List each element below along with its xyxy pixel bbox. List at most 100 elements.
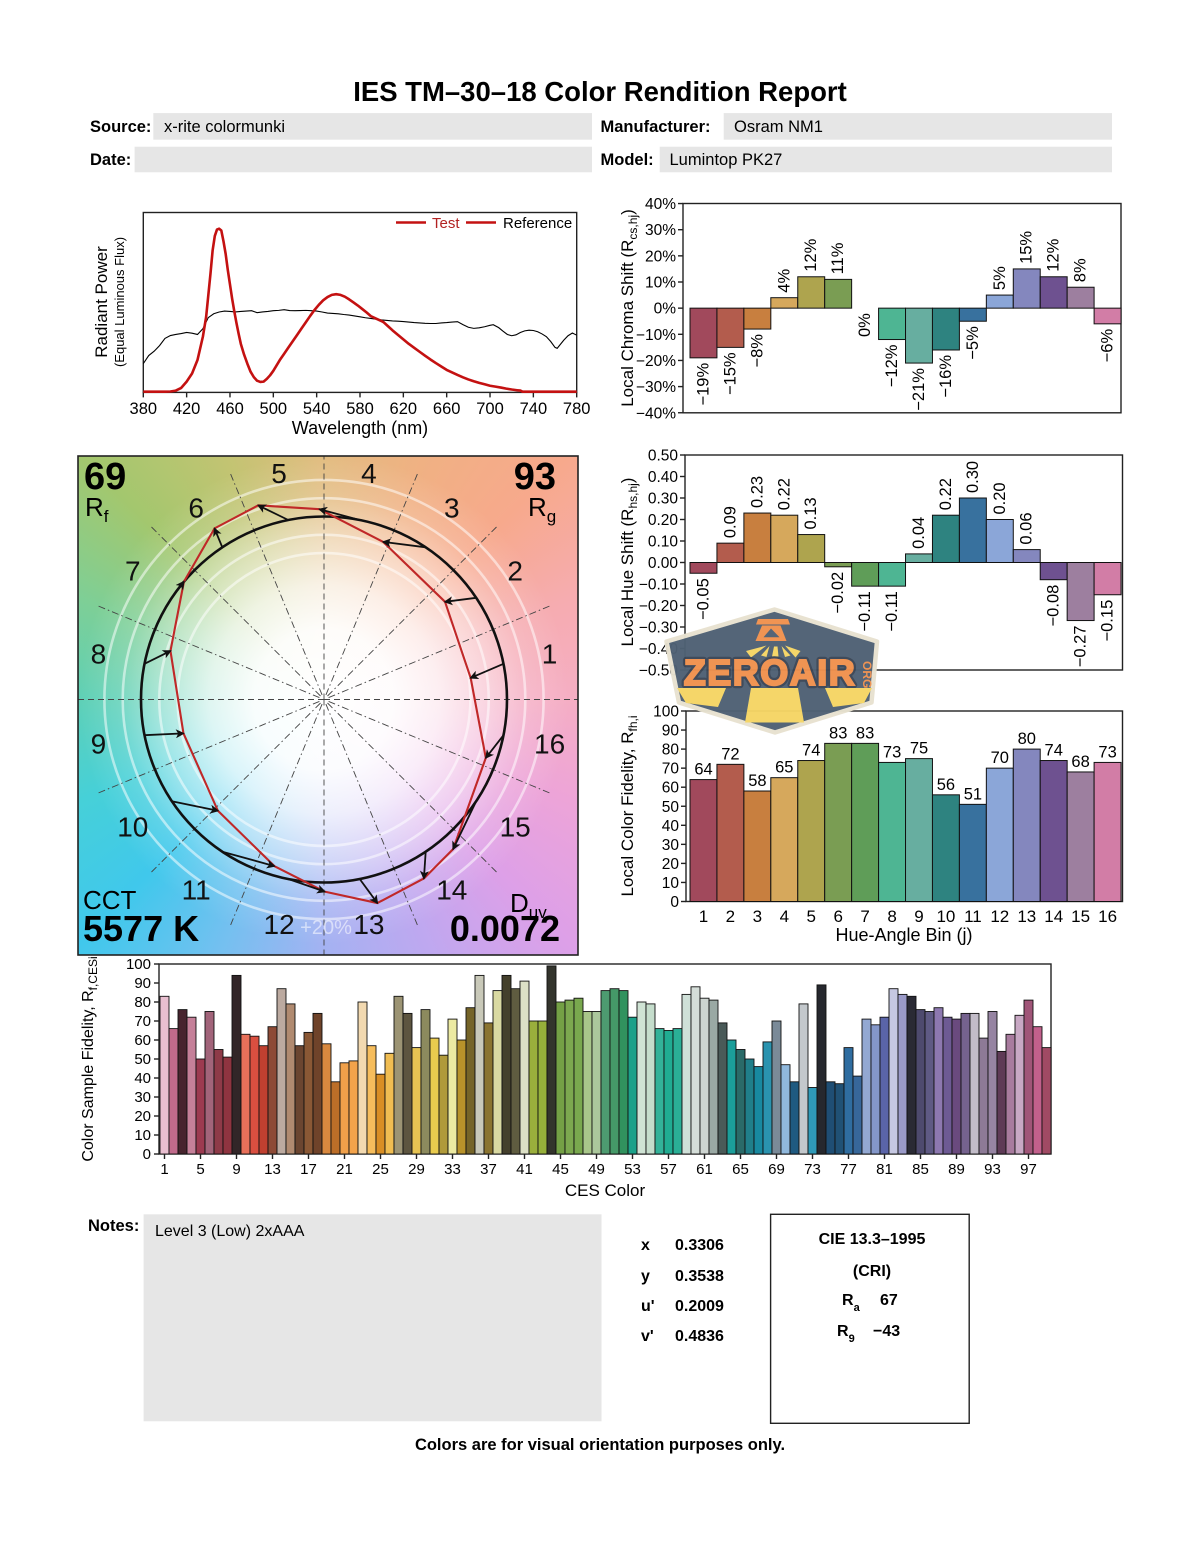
svg-text:Color Sample Fidelity, Rf,CESi: Color Sample Fidelity, Rf,CESi [80, 956, 100, 1161]
svg-text:90: 90 [134, 975, 151, 992]
svg-text:73: 73 [1098, 743, 1116, 761]
svg-text:IES TM–30–18 Color Rendition R: IES TM–30–18 Color Rendition Report [353, 76, 847, 107]
svg-text:64: 64 [694, 761, 712, 779]
svg-text:Lumintop PK27: Lumintop PK27 [670, 151, 783, 169]
svg-text:70: 70 [991, 749, 1009, 767]
svg-text:12: 12 [990, 907, 1009, 926]
svg-text:0.22: 0.22 [937, 478, 955, 510]
svg-text:40: 40 [662, 818, 680, 835]
svg-text:1: 1 [160, 1161, 168, 1178]
svg-text:3: 3 [753, 907, 762, 926]
svg-text:4%: 4% [775, 269, 793, 293]
svg-text:0: 0 [143, 1146, 151, 1163]
svg-text:−0.20: −0.20 [639, 598, 679, 615]
svg-text:11: 11 [182, 875, 211, 906]
svg-text:20: 20 [662, 856, 680, 873]
svg-text:Date:: Date: [90, 151, 131, 169]
svg-text:20: 20 [134, 1108, 151, 1125]
svg-text:0%: 0% [654, 301, 677, 318]
svg-text:13: 13 [264, 1161, 281, 1178]
svg-text:0.00: 0.00 [648, 555, 679, 572]
svg-text:−0.02: −0.02 [829, 572, 847, 614]
svg-text:CCT: CCT [83, 885, 137, 915]
svg-text:0.04: 0.04 [910, 517, 928, 549]
svg-text:−0.30: −0.30 [639, 620, 679, 637]
svg-text:13: 13 [1017, 907, 1036, 926]
svg-text:−12%: −12% [883, 344, 901, 387]
svg-text:0.22: 0.22 [775, 478, 793, 510]
svg-text:30%: 30% [645, 222, 676, 239]
svg-text:Local Color Fidelity, Rfh,i: Local Color Fidelity, Rfh,i [618, 715, 640, 896]
svg-text:60: 60 [134, 1032, 151, 1049]
svg-text:30: 30 [134, 1089, 151, 1106]
svg-text:7: 7 [125, 556, 141, 587]
svg-text:780: 780 [563, 400, 591, 418]
svg-text:14: 14 [436, 875, 467, 906]
svg-text:25: 25 [372, 1161, 389, 1178]
svg-text:10: 10 [936, 907, 955, 926]
svg-text:Ra: Ra [842, 1292, 861, 1314]
svg-text:−43: −43 [873, 1323, 900, 1340]
svg-text:83: 83 [829, 724, 847, 742]
svg-text:40%: 40% [645, 196, 676, 213]
svg-text:Test: Test [432, 215, 460, 232]
svg-text:29: 29 [408, 1161, 425, 1178]
svg-text:69: 69 [84, 456, 126, 498]
svg-text:12: 12 [264, 909, 295, 940]
svg-text:0.3306: 0.3306 [675, 1237, 724, 1254]
svg-text:9: 9 [914, 907, 923, 926]
svg-text:13: 13 [353, 909, 384, 940]
svg-text:Colors are for visual orientat: Colors are for visual orientation purpos… [415, 1436, 785, 1454]
svg-text:14: 14 [1044, 907, 1063, 926]
svg-text:10: 10 [134, 1127, 151, 1144]
svg-text:−20%: −20% [636, 353, 676, 370]
svg-text:30: 30 [662, 837, 680, 854]
svg-text:89: 89 [948, 1161, 965, 1178]
svg-text:16: 16 [534, 728, 565, 759]
svg-text:8: 8 [91, 639, 107, 670]
svg-text:ORG: ORG [860, 661, 874, 688]
svg-text:0.20: 0.20 [648, 512, 679, 529]
svg-text:2: 2 [507, 556, 523, 587]
svg-text:0.30: 0.30 [648, 491, 679, 508]
svg-text:93: 93 [514, 456, 556, 498]
svg-text:11: 11 [964, 907, 982, 926]
svg-text:−0.15: −0.15 [1099, 600, 1117, 642]
svg-text:−0.11: −0.11 [883, 591, 901, 632]
svg-text:0.4836: 0.4836 [675, 1328, 724, 1345]
svg-text:20%: 20% [645, 248, 676, 265]
svg-text:700: 700 [476, 400, 504, 418]
svg-text:73: 73 [883, 743, 901, 761]
svg-text:Radiant Power: Radiant Power [92, 246, 111, 358]
svg-text:100: 100 [653, 704, 679, 721]
svg-text:97: 97 [1020, 1161, 1037, 1178]
svg-text:80: 80 [1018, 730, 1036, 748]
svg-text:0.13: 0.13 [802, 497, 820, 529]
svg-text:9: 9 [91, 728, 107, 759]
svg-text:0.30: 0.30 [964, 461, 982, 493]
svg-text:93: 93 [984, 1161, 1001, 1178]
svg-text:5: 5 [271, 458, 287, 489]
svg-text:Reference: Reference [503, 215, 572, 232]
svg-text:37: 37 [480, 1161, 497, 1178]
svg-text:Wavelength (nm): Wavelength (nm) [292, 418, 428, 438]
svg-text:10: 10 [662, 875, 680, 892]
svg-text:80: 80 [662, 742, 680, 759]
svg-text:11%: 11% [829, 242, 847, 274]
svg-text:4: 4 [780, 907, 789, 926]
svg-text:0.3538: 0.3538 [675, 1268, 724, 1285]
svg-text:83: 83 [856, 724, 874, 742]
svg-text:Hue-Angle Bin (j): Hue-Angle Bin (j) [835, 925, 972, 945]
svg-text:10: 10 [117, 811, 148, 842]
svg-text:50: 50 [134, 1051, 151, 1068]
svg-text:9: 9 [232, 1161, 240, 1178]
svg-text:72: 72 [721, 745, 739, 763]
svg-text:56: 56 [937, 776, 955, 794]
svg-text:1: 1 [699, 907, 708, 926]
svg-text:16: 16 [1098, 907, 1117, 926]
svg-text:2: 2 [726, 907, 735, 926]
svg-text:0.50: 0.50 [648, 448, 679, 465]
svg-text:−0.11: −0.11 [856, 591, 874, 632]
svg-text:460: 460 [216, 400, 244, 418]
svg-text:65: 65 [732, 1161, 749, 1178]
